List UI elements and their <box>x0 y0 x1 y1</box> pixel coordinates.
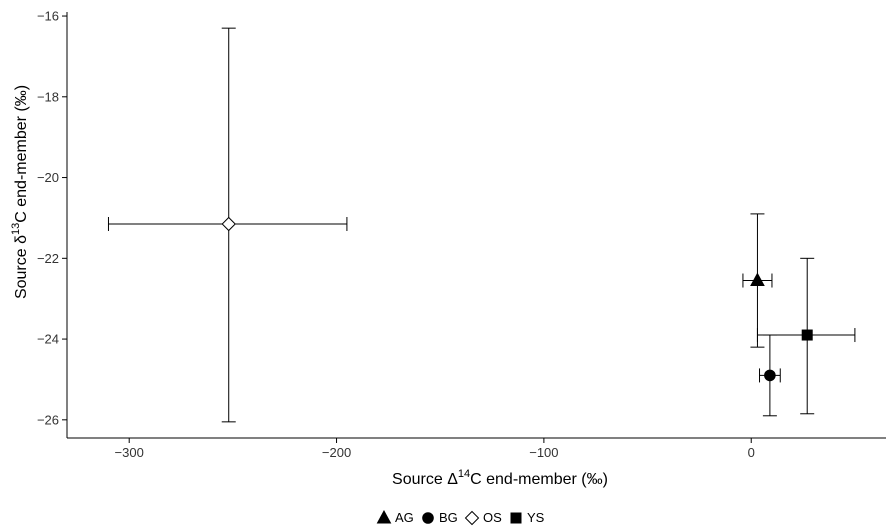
y-axis-title: Source δ13C end-member (‰) <box>10 85 30 299</box>
legend-label-bg: BG <box>439 510 458 525</box>
point-ys <box>801 329 813 341</box>
y-axis-ticks: −16 −18 −20 −22 −24 −26 <box>37 9 67 427</box>
x-axis-title-superscript: 14 <box>458 468 470 480</box>
x-tick-label: −300 <box>115 445 144 460</box>
y-axis-title-prefix: Source δ <box>13 235 30 299</box>
y-axis-title-suffix: C end-member (‰) <box>13 85 30 223</box>
axes <box>66 12 886 439</box>
y-tick-label: −26 <box>37 412 59 427</box>
y-tick-label: −18 <box>37 89 59 104</box>
legend-marker-bg <box>422 512 434 524</box>
x-axis-title: Source Δ14C end-member (‰) <box>392 468 608 488</box>
x-axis-title-symbol: Δ <box>447 471 458 488</box>
x-axis-title-prefix: Source <box>392 471 447 488</box>
legend-label-os: OS <box>483 510 502 525</box>
legend-label-ys: YS <box>527 510 545 525</box>
point-ag <box>750 272 765 287</box>
x-tick-label: −200 <box>322 445 351 460</box>
point-bg <box>764 369 776 382</box>
y-tick-label: −20 <box>37 170 59 185</box>
legend-label-ag: AG <box>395 510 414 525</box>
y-axis-title-superscript: 13 <box>10 223 22 235</box>
x-axis-ticks: −300 −200 −100 0 <box>115 438 755 460</box>
legend: AG BG OS YS <box>376 509 545 526</box>
y-tick-label: −24 <box>37 332 59 347</box>
error-bars <box>107 27 856 423</box>
legend-marker-ag <box>376 509 392 524</box>
x-tick-label: 0 <box>748 445 755 460</box>
x-axis-title-suffix: C end-member (‰) <box>470 471 608 488</box>
y-tick-label: −22 <box>37 251 59 266</box>
legend-marker-os <box>464 510 480 526</box>
data-points <box>221 216 813 382</box>
legend-marker-ys <box>510 512 522 524</box>
x-tick-label: −100 <box>529 445 558 460</box>
point-os <box>221 216 236 232</box>
y-tick-label: −16 <box>37 9 59 24</box>
